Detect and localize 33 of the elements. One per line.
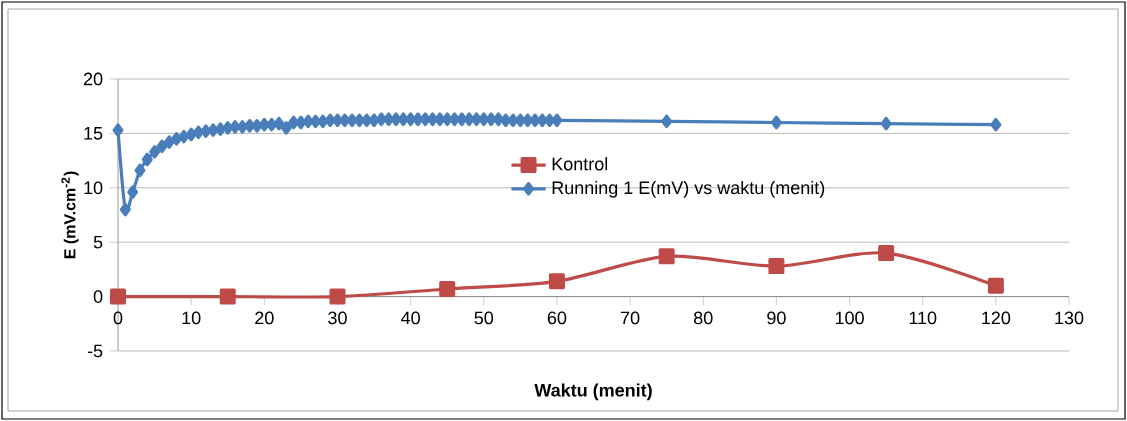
x-tick-label: 110 bbox=[909, 311, 937, 325]
legend-label: Running 1 E(mV) vs waktu (menit) bbox=[552, 180, 825, 198]
x-tick-label: 0 bbox=[113, 311, 123, 325]
x-tick-label: 120 bbox=[982, 311, 1011, 325]
point bbox=[987, 277, 1004, 294]
point bbox=[658, 248, 675, 265]
y-tick-label: 5 bbox=[93, 235, 103, 249]
y-tick-label: 0 bbox=[93, 290, 103, 303]
point bbox=[219, 288, 236, 305]
x-tick-label: 20 bbox=[255, 311, 274, 325]
y-tick-label: 10 bbox=[84, 181, 103, 195]
point bbox=[548, 273, 565, 290]
y-tick-label: 15 bbox=[84, 127, 103, 140]
x-axis-title: Waktu (menit) bbox=[534, 383, 652, 401]
x-tick-label: 90 bbox=[767, 311, 786, 325]
x-tick-label: 10 bbox=[182, 311, 201, 325]
point bbox=[329, 288, 346, 305]
x-tick-label: 50 bbox=[474, 311, 494, 325]
x-tick-label: 30 bbox=[328, 311, 347, 325]
x-tick-label: 100 bbox=[835, 311, 864, 325]
y-axis-title: E (mV.cm$^{-2}$) bbox=[61, 171, 79, 259]
y-tick-label: -5 bbox=[87, 344, 103, 358]
point bbox=[110, 288, 127, 305]
point bbox=[878, 245, 895, 262]
x-tick-label: 70 bbox=[620, 311, 640, 325]
legend-label: Kontrol bbox=[552, 157, 608, 171]
point bbox=[439, 280, 456, 297]
x-tick-label: 80 bbox=[694, 311, 713, 325]
x-tick-label: 60 bbox=[547, 311, 567, 325]
x-tick-label: 130 bbox=[1055, 311, 1084, 325]
x-tick-label: 40 bbox=[401, 311, 420, 325]
y-tick-label: 20 bbox=[83, 72, 103, 86]
point bbox=[768, 258, 785, 275]
